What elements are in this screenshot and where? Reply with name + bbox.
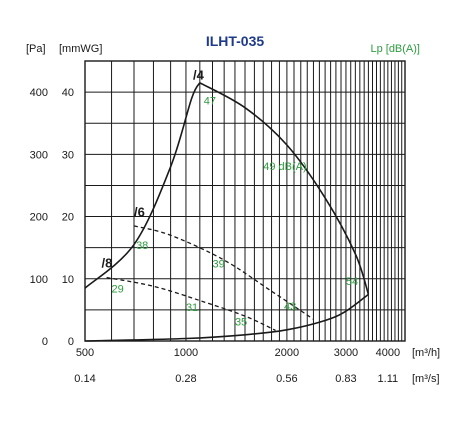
mmwg-tick-label: 20 [62, 212, 74, 224]
sound-level-label: 49 dB(A) [263, 161, 306, 173]
pa-tick-label: 400 [30, 87, 48, 99]
m3h-tick-label: 1000 [174, 347, 198, 359]
curve-label: /4 [193, 68, 205, 83]
curve-label: /8 [102, 256, 113, 271]
m3s-tick-label: 1.11 [378, 373, 399, 385]
m3s-tick-label: 0.56 [276, 373, 297, 385]
sound-level-label: 38 [136, 240, 148, 252]
pa-tick-label: 200 [30, 212, 48, 224]
m3h-tick-label: 2000 [275, 347, 299, 359]
series-line-speed-6 [133, 225, 314, 320]
pa-tick-label: 300 [30, 149, 48, 161]
mmwg-tick-label: 0 [68, 336, 74, 348]
m3h-tick-label: 3000 [334, 347, 358, 359]
mmwg-unit-label: [mmWG] [59, 43, 102, 55]
m3s-tick-label: 0.28 [175, 373, 196, 385]
sound-level-label: 35 [235, 316, 247, 328]
series-line-system [84, 293, 369, 342]
chart-grid [84, 60, 406, 342]
pa-tick-label: 100 [30, 274, 48, 286]
sound-unit-label: Lp [dB(A)] [370, 43, 420, 55]
m3s-unit-label: [m³/s] [412, 373, 440, 385]
sound-level-label: 31 [186, 302, 198, 314]
m3s-tick-label: 0.14 [74, 373, 95, 385]
series-line-speed-4 [84, 82, 201, 289]
sound-level-label: 39 [213, 259, 225, 271]
curve-label: /6 [134, 205, 145, 220]
series-line-max [199, 82, 370, 295]
sound-level-label: 43 [284, 301, 296, 313]
mmwg-tick-label: 40 [62, 87, 74, 99]
series-line-speed-8 [106, 276, 276, 332]
m3h-tick-label: 500 [76, 347, 94, 359]
m3h-tick-label: 4000 [376, 347, 400, 359]
mmwg-tick-label: 10 [62, 274, 74, 286]
pa-unit-label: [Pa] [26, 43, 46, 55]
mmwg-tick-label: 30 [62, 149, 74, 161]
m3s-tick-label: 0.83 [335, 373, 356, 385]
pa-tick-label: 0 [42, 336, 48, 348]
chart-title: ILHT-035 [206, 33, 265, 49]
sound-level-label: 29 [112, 283, 124, 295]
m3h-unit-label: [m³/h] [412, 347, 440, 359]
plot-frame [84, 60, 406, 342]
sound-level-label: 54 [346, 276, 358, 288]
chart-curves [84, 82, 370, 342]
sound-level-label: 47 [204, 96, 216, 108]
